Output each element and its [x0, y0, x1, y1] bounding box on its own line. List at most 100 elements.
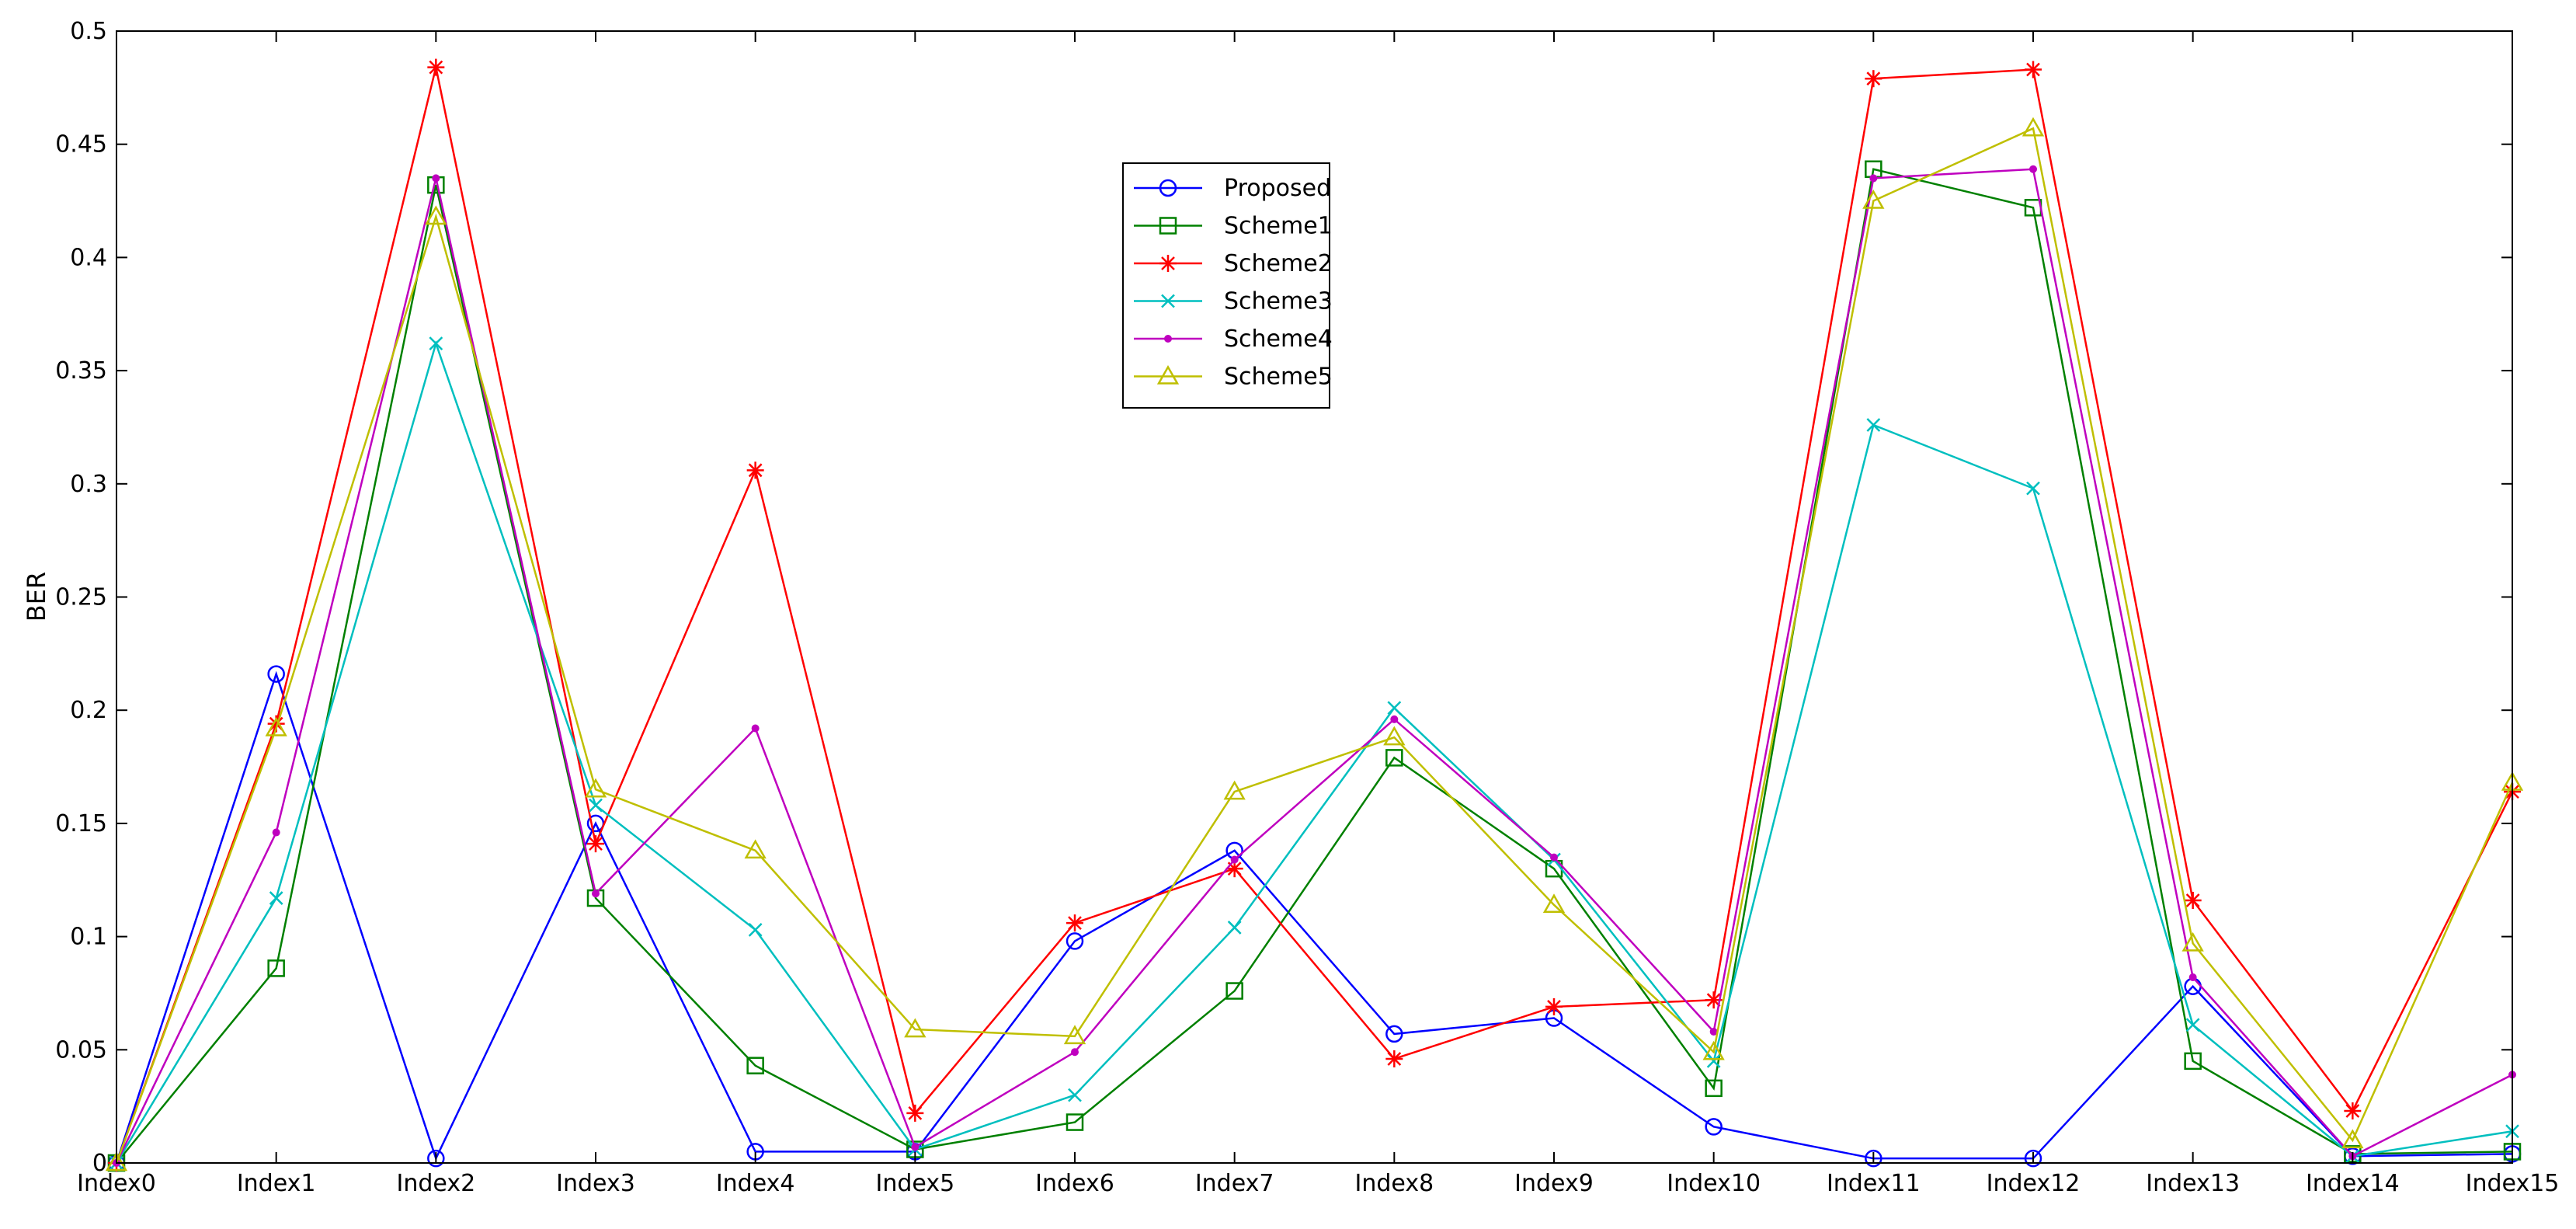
point-scheme3-index2 — [429, 336, 443, 351]
x-tick-label: Index13 — [2146, 1170, 2240, 1197]
point-scheme5-index5 — [904, 1018, 926, 1038]
point-scheme4-index6 — [1071, 1048, 1079, 1057]
y-tick-label: 0.05 — [55, 1036, 107, 1064]
point-scheme1-index13 — [2184, 1052, 2202, 1071]
x-tick-label: Index15 — [2466, 1170, 2560, 1197]
legend-marker-scheme1 — [1159, 217, 1177, 235]
legend-marker-scheme2 — [1159, 255, 1177, 272]
legend-marker-scheme3 — [1161, 294, 1175, 308]
x-tick-label: Index10 — [1667, 1170, 1761, 1197]
point-scheme4-index9 — [1550, 853, 1558, 862]
point-scheme3-index8 — [1387, 701, 1402, 715]
point-scheme4-index11 — [1869, 174, 1878, 183]
x-tick-label: Index3 — [556, 1170, 635, 1197]
y-tick-label: 0.35 — [55, 357, 107, 385]
point-scheme3-index6 — [1068, 1088, 1082, 1102]
point-scheme5-index8 — [1383, 726, 1406, 746]
point-scheme5-index6 — [1063, 1025, 1086, 1045]
point-scheme5-index12 — [2022, 117, 2045, 137]
point-proposed-index11 — [1865, 1149, 1882, 1168]
series-line-scheme4 — [115, 168, 2513, 1164]
series-scheme2 — [108, 58, 2521, 1172]
series-line-scheme5 — [115, 127, 2514, 1164]
series-scheme3 — [110, 336, 2519, 1170]
x-tick-label: Index11 — [1827, 1170, 1921, 1197]
point-scheme4-index1 — [272, 828, 280, 837]
x-tick-label: Index7 — [1195, 1170, 1274, 1197]
point-scheme2-index10 — [1705, 991, 1723, 1009]
y-tick-label: 0.1 — [70, 924, 107, 951]
point-scheme3-index11 — [1866, 418, 1881, 432]
legend-label-proposed: Proposed — [1224, 175, 1331, 202]
point-scheme2-index2 — [427, 58, 445, 76]
point-proposed-index1 — [267, 665, 285, 683]
point-scheme5-index11 — [1862, 190, 1885, 209]
x-tick-label: Index0 — [77, 1170, 156, 1197]
point-scheme1-index7 — [1225, 982, 1243, 1000]
legend-label-scheme4: Scheme4 — [1224, 326, 1333, 353]
x-tick-label: Index6 — [1035, 1170, 1114, 1197]
legend-box — [1122, 162, 1330, 409]
x-tick-label: Index5 — [875, 1170, 954, 1197]
point-scheme3-index3 — [589, 798, 603, 813]
point-scheme5-index2 — [425, 205, 447, 225]
point-scheme5-index0 — [105, 1151, 128, 1172]
point-scheme5-index4 — [744, 839, 767, 859]
y-tick-label: 0.4 — [70, 244, 107, 271]
series-line-scheme3 — [115, 339, 2513, 1164]
point-scheme2-index5 — [906, 1104, 924, 1122]
point-scheme4-index5 — [911, 1143, 920, 1151]
point-scheme1-index10 — [1705, 1079, 1723, 1098]
y-tick-label: 0.15 — [55, 810, 107, 837]
point-scheme4-index13 — [2188, 973, 2197, 982]
point-scheme3-index4 — [748, 922, 763, 937]
point-scheme5-index13 — [2181, 931, 2204, 952]
point-scheme5-index14 — [2341, 1129, 2364, 1149]
point-scheme3-index10 — [1706, 1053, 1721, 1068]
series-scheme5 — [105, 117, 2524, 1172]
series-line-proposed — [115, 670, 2513, 1164]
point-scheme5-index9 — [1542, 893, 1566, 914]
point-scheme2-index4 — [746, 461, 764, 479]
point-scheme2-index13 — [2184, 891, 2202, 909]
point-scheme4-index4 — [751, 724, 760, 733]
point-scheme2-index3 — [587, 835, 604, 853]
y-tick-label: 0.2 — [70, 697, 107, 724]
point-proposed-index6 — [1066, 932, 1084, 950]
y-axis-title: BER — [22, 572, 51, 621]
legend-label-scheme3: Scheme3 — [1224, 288, 1333, 315]
x-tick-label: Index9 — [1514, 1170, 1594, 1197]
point-scheme3-index1 — [269, 891, 283, 905]
y-tick-label: 0.5 — [70, 18, 107, 45]
point-scheme1-index6 — [1066, 1113, 1084, 1131]
point-scheme2-index12 — [2025, 61, 2042, 78]
point-scheme1-index4 — [746, 1057, 764, 1074]
y-tick-label: 0.3 — [70, 471, 107, 498]
point-scheme2-index14 — [2344, 1102, 2362, 1119]
series-line-scheme1 — [116, 168, 2513, 1164]
legend-item-scheme2: Scheme2 — [1134, 250, 1333, 277]
legend-label-scheme2: Scheme2 — [1224, 250, 1333, 277]
legend-marker-proposed — [1159, 179, 1177, 197]
series-scheme4 — [113, 165, 2516, 1167]
legend-item-scheme3: Scheme3 — [1134, 288, 1333, 315]
point-scheme2-index9 — [1545, 997, 1563, 1015]
point-scheme3-index12 — [2026, 481, 2040, 496]
x-tick-label: Index14 — [2306, 1170, 2400, 1197]
point-scheme1-index8 — [1385, 749, 1403, 767]
point-scheme4-index12 — [2029, 165, 2037, 173]
legend-item-scheme1: Scheme1 — [1134, 213, 1333, 240]
point-proposed-index12 — [2024, 1149, 2042, 1168]
legend-marker-scheme4 — [1164, 335, 1172, 343]
point-scheme3-index13 — [2185, 1018, 2200, 1032]
y-tick-label: 0.45 — [55, 131, 107, 158]
point-scheme2-index6 — [1066, 914, 1083, 932]
x-tick-label: Index8 — [1354, 1170, 1434, 1197]
point-scheme1-index1 — [267, 959, 285, 977]
x-tick-label: Index2 — [396, 1170, 475, 1197]
point-scheme4-index7 — [1230, 855, 1239, 864]
legend-marker-scheme5 — [1156, 364, 1180, 385]
series-line-scheme2 — [115, 67, 2514, 1164]
